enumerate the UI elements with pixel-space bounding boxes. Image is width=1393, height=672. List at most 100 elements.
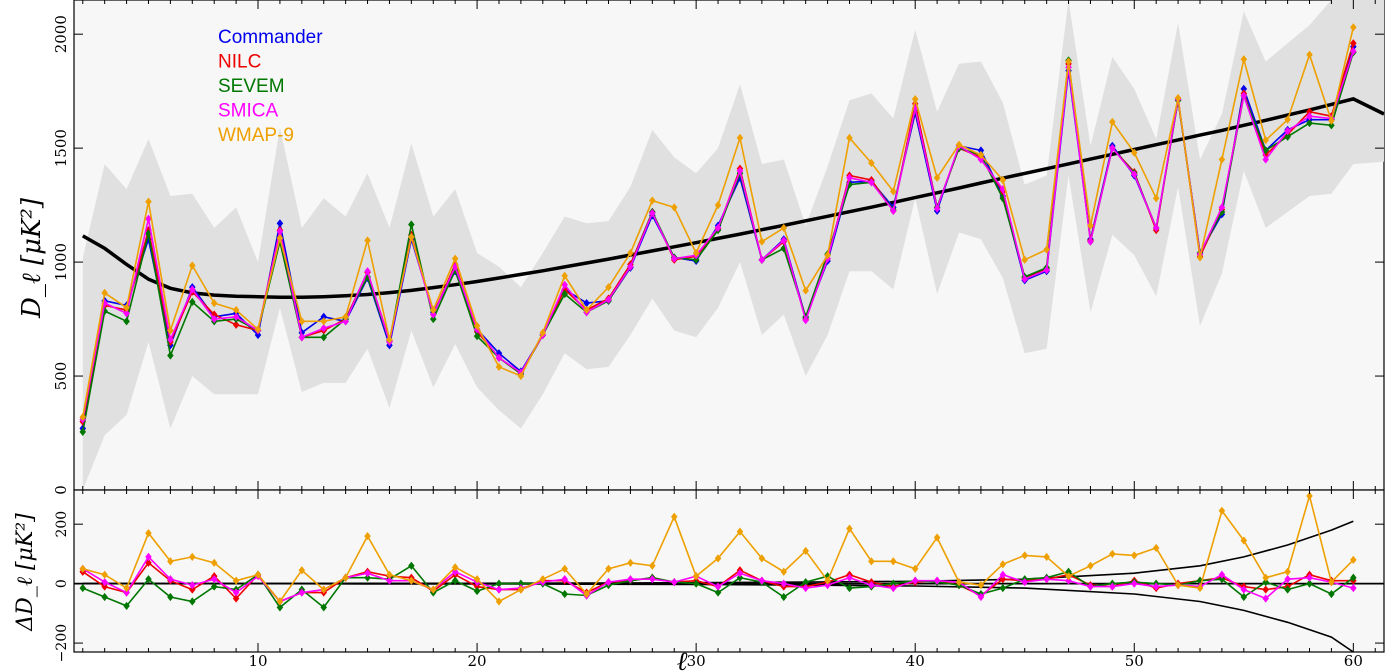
residual-point-smica [232,588,240,597]
residual-point-wmap-9 [408,576,415,585]
main-point-smica [210,314,218,324]
y-tick-label: 0 [52,485,70,495]
main-series-wmap-9 [79,23,1357,422]
main-point-wmap-9 [649,196,656,205]
residual-point-smica [911,576,919,585]
main-point-wmap-9 [977,150,985,160]
x-tick-label: 10 [248,652,267,670]
main-point-wmap-9 [539,328,547,337]
residual-point-smica [123,588,130,597]
main-point-wmap-9 [605,283,612,292]
main-point-sevem [473,332,481,341]
main-point-wmap-9 [999,175,1007,185]
main-point-wmap-9 [627,248,634,258]
main-panel: 0 500 1000 1500 2000 D_ℓ [μK²] Commander NILC… [17,0,1385,495]
residual-point-smica [167,575,174,584]
main-point-smica [1218,203,1226,212]
main-point-wmap-9 [758,237,766,246]
main-point-smica [1262,155,1269,164]
model-curve [81,97,1385,299]
main-point-wmap-9 [1306,50,1313,59]
residual-point-wmap-9 [1328,578,1335,587]
residual-point-wmap-9 [780,567,788,576]
residual-point-wmap-9 [1350,555,1357,564]
residual-point-wmap-9 [692,572,700,581]
residual-point-wmap-9 [430,585,437,594]
residual-point-sevem [123,601,130,611]
residual-point-wmap-9 [386,570,393,579]
residual-point-wmap-9 [210,558,218,567]
residual-point-sevem [408,561,415,570]
main-point-smica [758,255,766,264]
main-point-smica [890,206,897,215]
residual-point-smica [1043,575,1050,584]
residual-point-smica [386,576,393,585]
residual-point-sevem [692,579,700,588]
main-point-wmap-9 [868,158,875,168]
residual-point-sevem [1284,585,1291,594]
y-tick-label: 200 [54,511,70,538]
main-point-sevem [561,289,568,299]
main-point-smica [167,335,174,344]
main-point-smica [714,223,722,232]
main-point-smica [561,280,568,289]
residual-point-wmap-9 [364,531,371,541]
residual-point-sevem [1328,589,1335,599]
main-point-sevem [79,427,87,436]
residual-point-nilc [999,575,1007,584]
main-point-smica [1087,237,1094,246]
residual-point-wmap-9 [1065,572,1072,581]
main-point-wmap-9 [495,362,503,372]
x-tick-label: 60 [1344,652,1363,670]
residual-point-smica [1284,575,1291,584]
residual-point-wmap-9 [868,557,875,566]
main-point-smica [1021,275,1029,284]
residual-point-sevem [1350,573,1357,582]
residual-point-smica [1262,594,1269,603]
residual-point-smica [780,579,788,588]
residual-point-sevem [1240,592,1248,602]
main-point-smica [1306,112,1313,121]
residual-point-smica [649,575,656,584]
x-tick-label: 50 [1125,652,1144,670]
x-tick-label: 40 [906,652,925,670]
main-point-sevem [1328,121,1335,130]
residual-point-wmap-9 [802,546,809,556]
main-point-smica [189,285,196,294]
residual-point-wmap-9 [670,512,678,521]
residual-point-sevem [736,573,744,582]
main-point-sevem [1262,146,1269,155]
residual-point-smica [1350,584,1357,593]
main-point-wmap-9 [955,140,963,149]
residual-point-smica [1218,570,1226,579]
main-point-wmap-9 [473,321,481,330]
main-point-wmap-9 [451,254,459,263]
residual-point-smica [846,573,853,582]
residual-point-wmap-9 [933,533,941,542]
residual-point-wmap-9 [1021,551,1029,560]
residual-point-wmap-9 [1284,567,1291,576]
main-point-wmap-9 [1328,116,1335,125]
main-point-wmap-9 [1087,221,1094,230]
envelope-lower [82,582,1354,653]
main-point-smica [430,310,437,319]
main-point-smica [627,262,634,271]
main-point-sevem [189,297,196,307]
residual-point-wmap-9 [1240,536,1248,545]
main-point-wmap-9 [561,271,568,280]
residual-point-wmap-9 [1306,491,1313,501]
main-point-wmap-9 [802,286,809,295]
main-y-ticks: 0 500 1000 1500 2000 [52,15,1384,495]
residual-point-smica [145,552,152,561]
main-point-smica [1284,126,1291,136]
main-point-smica [670,254,678,263]
y-tick-label: 1500 [52,129,70,167]
main-point-wmap-9 [123,303,130,312]
main-point-wmap-9 [210,299,218,308]
main-point-wmap-9 [298,317,306,326]
residual-point-sevem [1218,575,1226,584]
residual-point-sevem [320,603,327,612]
residual-point-smica [364,569,371,578]
main-point-sevem [408,220,415,229]
residual-point-wmap-9 [846,524,853,533]
